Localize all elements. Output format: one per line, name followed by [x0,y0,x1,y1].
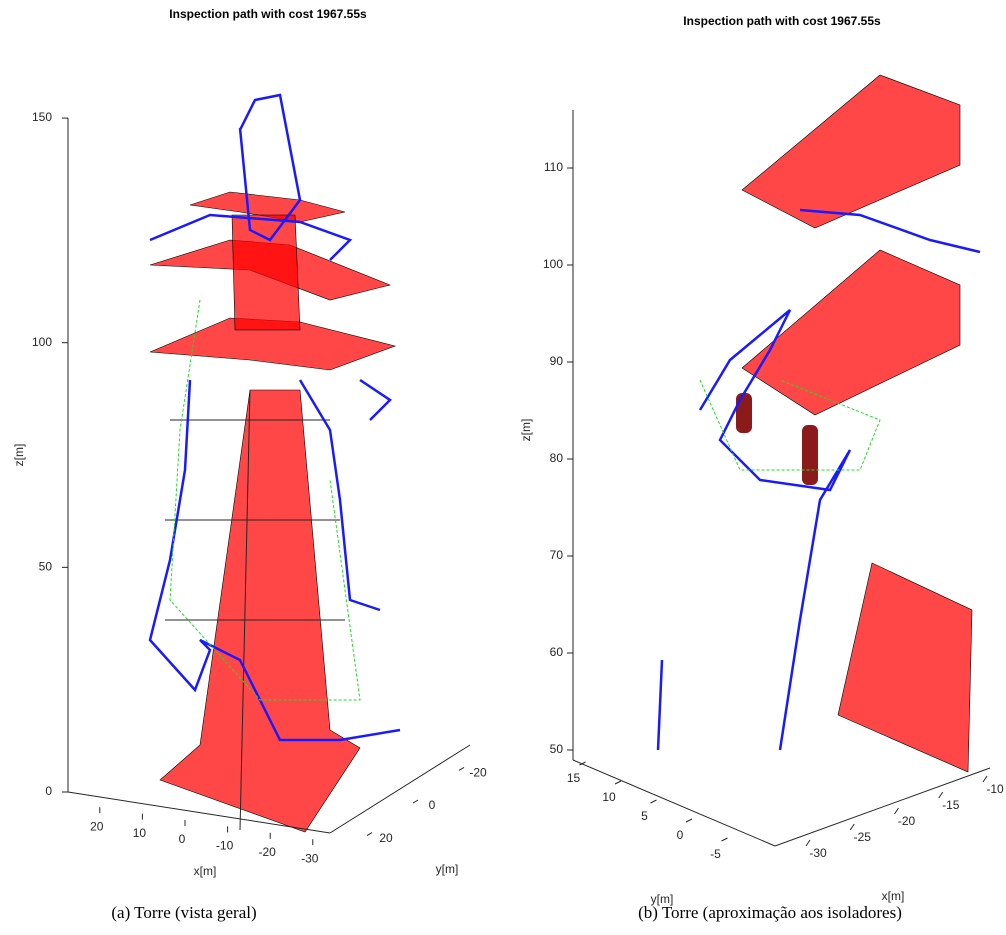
tick-mark [459,767,464,770]
tick-mark [895,808,899,814]
tick-mark [939,792,943,798]
tick-label: 20 [90,819,104,833]
tick-label: 100 [543,257,563,271]
tick-label: 150 [32,110,52,124]
plot-title: Inspection path with cost 1967.55s [683,14,881,28]
tick-mark [615,781,621,784]
tick-mark [983,776,987,782]
insulator [736,393,752,433]
tick-label: 90 [550,354,564,368]
tick-label: 100 [32,335,52,349]
tick-label: 0 [45,784,52,798]
tick-mark [806,840,810,846]
tick-mark [722,838,728,841]
tick-label: 110 [544,160,563,174]
caption: (b) Torre (aproximação aos isoladores) [638,903,902,922]
x-axis-label: x[m] [882,889,905,903]
tick-label: -20 [898,814,916,828]
tick-label: 50 [39,560,53,574]
tick-label: -20 [259,845,277,859]
tick-label: -5 [710,847,721,861]
tick-label: 80 [550,451,564,465]
tick-label: -30 [301,851,319,865]
tick-mark [850,824,854,830]
tick-mark [413,800,418,803]
tick-label: -30 [809,846,827,860]
z-axis-label: z[m] [12,444,26,467]
tick-label: -15 [942,798,960,812]
tick-label: 0 [677,828,684,842]
tick-label: 20 [379,831,393,845]
tick-label: 0 [429,798,436,812]
tick-label: 70 [550,548,564,562]
caption: (a) Torre (vista geral) [111,903,256,922]
tick-label: -25 [854,830,872,844]
tick-mark [651,800,657,803]
tick-label: 60 [550,645,564,659]
tick-label: 10 [133,826,147,840]
y-axis-label: y[m] [436,862,459,876]
plot-title: Inspection path with cost 1967.55s [169,7,367,21]
tick-label: 15 [567,771,581,785]
tick-label: 5 [641,809,648,823]
insulator [802,425,818,485]
tick-label: -20 [469,766,487,780]
tick-label: -10 [986,782,1004,796]
z-axis-label: z[m] [519,419,533,442]
tick-label: 10 [602,790,616,804]
crossarm-mesh [736,75,972,772]
tick-label: 0 [179,832,186,846]
x-axis-label: x[m] [194,864,217,878]
tick-label: -10 [216,839,234,853]
figure: Inspection path with cost 1967.55s Inspe… [0,0,1006,935]
tick-mark [686,819,692,822]
tick-mark [367,833,372,836]
tick-label: 50 [550,742,564,756]
